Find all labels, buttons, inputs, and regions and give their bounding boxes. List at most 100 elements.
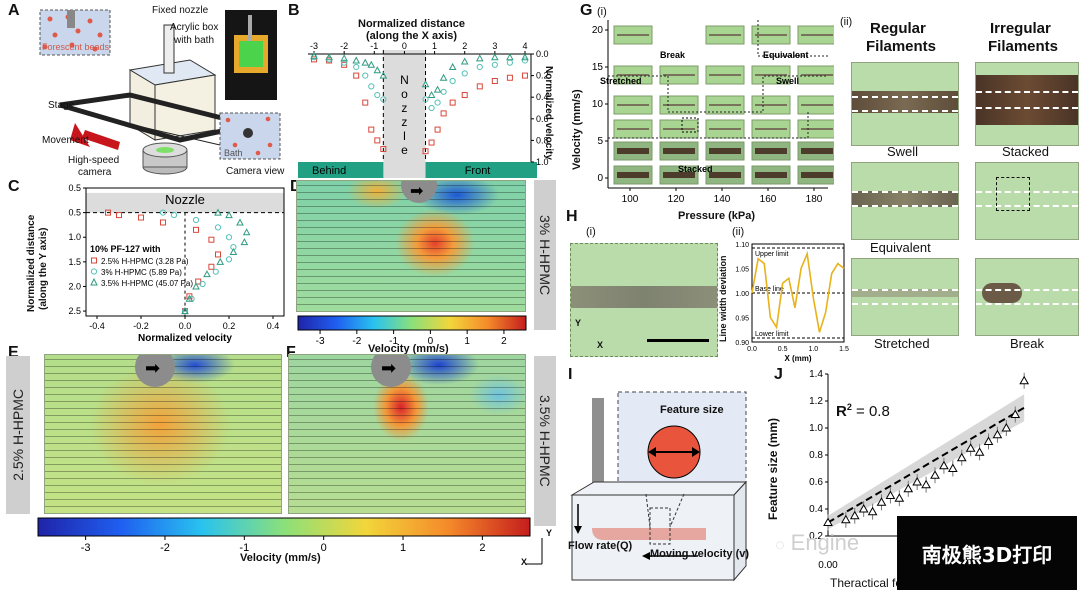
y-tick-label: 1.00 [735, 291, 749, 298]
nozzle-letter: z [401, 101, 407, 115]
colorbar-tick-label: 0 [321, 542, 327, 554]
x-tick-label: 3 [492, 41, 497, 51]
data-point [427, 90, 436, 99]
data-point [965, 443, 976, 452]
data-point [192, 216, 200, 224]
legend-label: 2.5% H-HPMC (3.28 Pa) [101, 257, 189, 266]
data-point [159, 209, 167, 216]
data-point [921, 479, 931, 489]
data-point [225, 234, 233, 241]
chart-c: Nozzle -0.4 -0.2 0.0 0.2 0.4 0.5 0.5 1.0 1.5 2.0 2.… [68, 183, 285, 344]
x-tick-label: -1 [370, 41, 378, 51]
guide-line [852, 289, 958, 291]
panel-h-sub-i: (i) [586, 226, 596, 238]
label-fixed-nozzle: Fixed nozzle [152, 5, 209, 16]
label-with-bath: with bath [174, 35, 215, 46]
y-tick-label: 0.5 [68, 208, 81, 218]
data-point [521, 57, 529, 64]
arrow-field [297, 181, 525, 311]
brand-logo: 南极熊3D打印 [897, 516, 1077, 590]
legend-marker [90, 277, 98, 286]
y-tick-label: 10 [592, 99, 604, 110]
y-tick-label: 0.4 [536, 92, 549, 102]
label-acrylic-box: Acrylic box [170, 22, 219, 33]
data-point [939, 460, 949, 470]
fit-line [827, 406, 1025, 524]
label-movement: Movement [42, 135, 89, 146]
panel-b-title-1: Normalized distance [358, 18, 465, 30]
behind-label: Behind [312, 165, 346, 177]
data-point [422, 148, 429, 155]
card-break-image [975, 258, 1079, 336]
data-point [433, 85, 442, 93]
nozzle-letter: z [401, 115, 407, 129]
y-tick-label: 0.2 [536, 71, 549, 81]
x-tick-label: 100 [622, 194, 639, 205]
data-point [352, 56, 361, 64]
data-point [203, 270, 211, 278]
guide-line [852, 205, 958, 207]
y-tick-label: 0 [597, 173, 603, 184]
data-point [379, 71, 388, 79]
chart-b: Nozzle Behind Front -3 -2 -1 0 1 2 3 4 0.0 0.2 0.4 0.6… [298, 41, 549, 178]
colorbar-tick-label: 1 [400, 542, 406, 554]
data-point [368, 83, 375, 90]
colorbar-d: -3 -2 -1 0 1 2 [297, 315, 527, 347]
data-point [212, 268, 219, 275]
data-point [380, 96, 387, 103]
y-tick-label: 15 [592, 62, 604, 73]
colorbar-bottom: -3 -2 -1 0 1 2 [37, 517, 531, 554]
data-point [974, 447, 985, 456]
region-boundary [608, 75, 828, 113]
x-axis-label: Normalized velocity [138, 333, 232, 344]
nozzle-label: Nozzle [165, 192, 205, 207]
x-tick-label: 1.5 [839, 346, 849, 353]
data-point [491, 61, 498, 68]
filament [852, 289, 958, 297]
deviation-line [751, 250, 845, 333]
data-point [199, 280, 206, 288]
panel-c-label: C [8, 178, 20, 195]
side-text-e: 2.5% H-HPMC [10, 389, 26, 481]
x-tick-label: 1.0 [808, 346, 818, 353]
data-point [374, 91, 381, 99]
zoom-box [996, 177, 1030, 211]
data-point [823, 517, 833, 526]
region-label-swell: Swell [776, 76, 799, 86]
data-point [1010, 409, 1021, 418]
panel-g-sub-ii: (ii) [840, 16, 853, 28]
card-stacked-image [975, 62, 1079, 146]
data-point [912, 476, 923, 486]
label-fluorescent-beads: Forescent beads [42, 42, 110, 52]
data-point [185, 294, 194, 302]
data-point [521, 53, 529, 61]
y-tick-label: 0.8 [809, 450, 823, 461]
filament [852, 191, 958, 207]
nozzle-band [383, 50, 426, 176]
colorbar-tick-label: -2 [352, 336, 361, 347]
data-point [449, 77, 456, 85]
y-tick-label: 0.2 [809, 531, 823, 542]
panel-g-label: G [580, 2, 593, 19]
data-point [181, 307, 189, 315]
filament [571, 286, 717, 308]
card-label-stacked: Stacked [1002, 144, 1049, 159]
colorbar-tick-label: 1 [464, 336, 470, 347]
data-point [428, 139, 435, 146]
x-tick-label: 0.2 [223, 321, 236, 331]
x-tick-label: 0.0 [747, 346, 757, 353]
zoom-box [681, 117, 699, 133]
data-point [170, 211, 178, 219]
card-label-break: Break [1010, 336, 1044, 351]
x-tick-label: 0.0 [179, 321, 192, 331]
data-point [105, 209, 111, 216]
irregular-title-1: Irregular [990, 20, 1051, 37]
data-point [368, 126, 375, 133]
colorbar-tick-label: -3 [81, 542, 91, 554]
panel-d-label: D [290, 178, 302, 196]
data-point [373, 66, 382, 74]
y-tick-label: 0.4 [809, 504, 823, 515]
y-tick-label: 0.90 [735, 340, 749, 347]
data-point [506, 74, 513, 81]
data-point [138, 214, 144, 221]
